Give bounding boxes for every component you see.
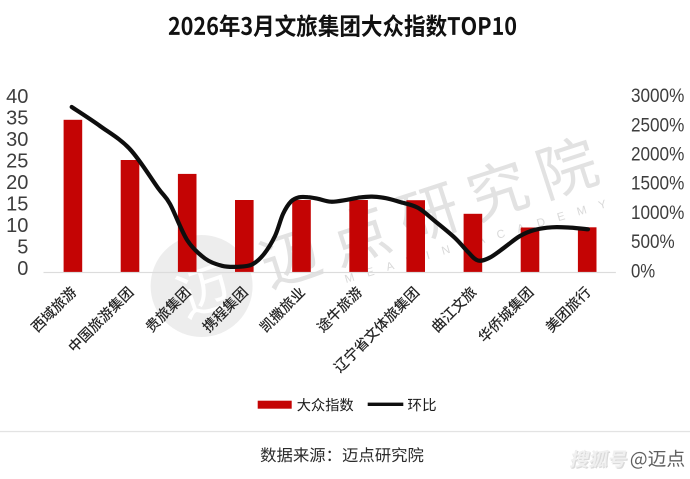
svg-text:2500%: 2500% (631, 114, 684, 136)
svg-text:25: 25 (6, 151, 28, 173)
svg-text:1500%: 1500% (631, 173, 684, 195)
svg-text:20: 20 (6, 172, 28, 194)
svg-text:1000%: 1000% (631, 202, 684, 224)
svg-text:2000%: 2000% (631, 144, 684, 166)
svg-text:10: 10 (6, 215, 28, 237)
svg-text:40: 40 (6, 86, 28, 108)
svg-text:500%: 500% (631, 231, 675, 253)
svg-text:15: 15 (6, 193, 28, 215)
svg-text:0: 0 (17, 258, 28, 280)
svg-text:35: 35 (6, 108, 28, 130)
svg-text:0%: 0% (631, 260, 655, 282)
svg-text:5: 5 (17, 236, 28, 258)
svg-text:30: 30 (6, 129, 28, 151)
svg-text:3000%: 3000% (631, 85, 684, 107)
